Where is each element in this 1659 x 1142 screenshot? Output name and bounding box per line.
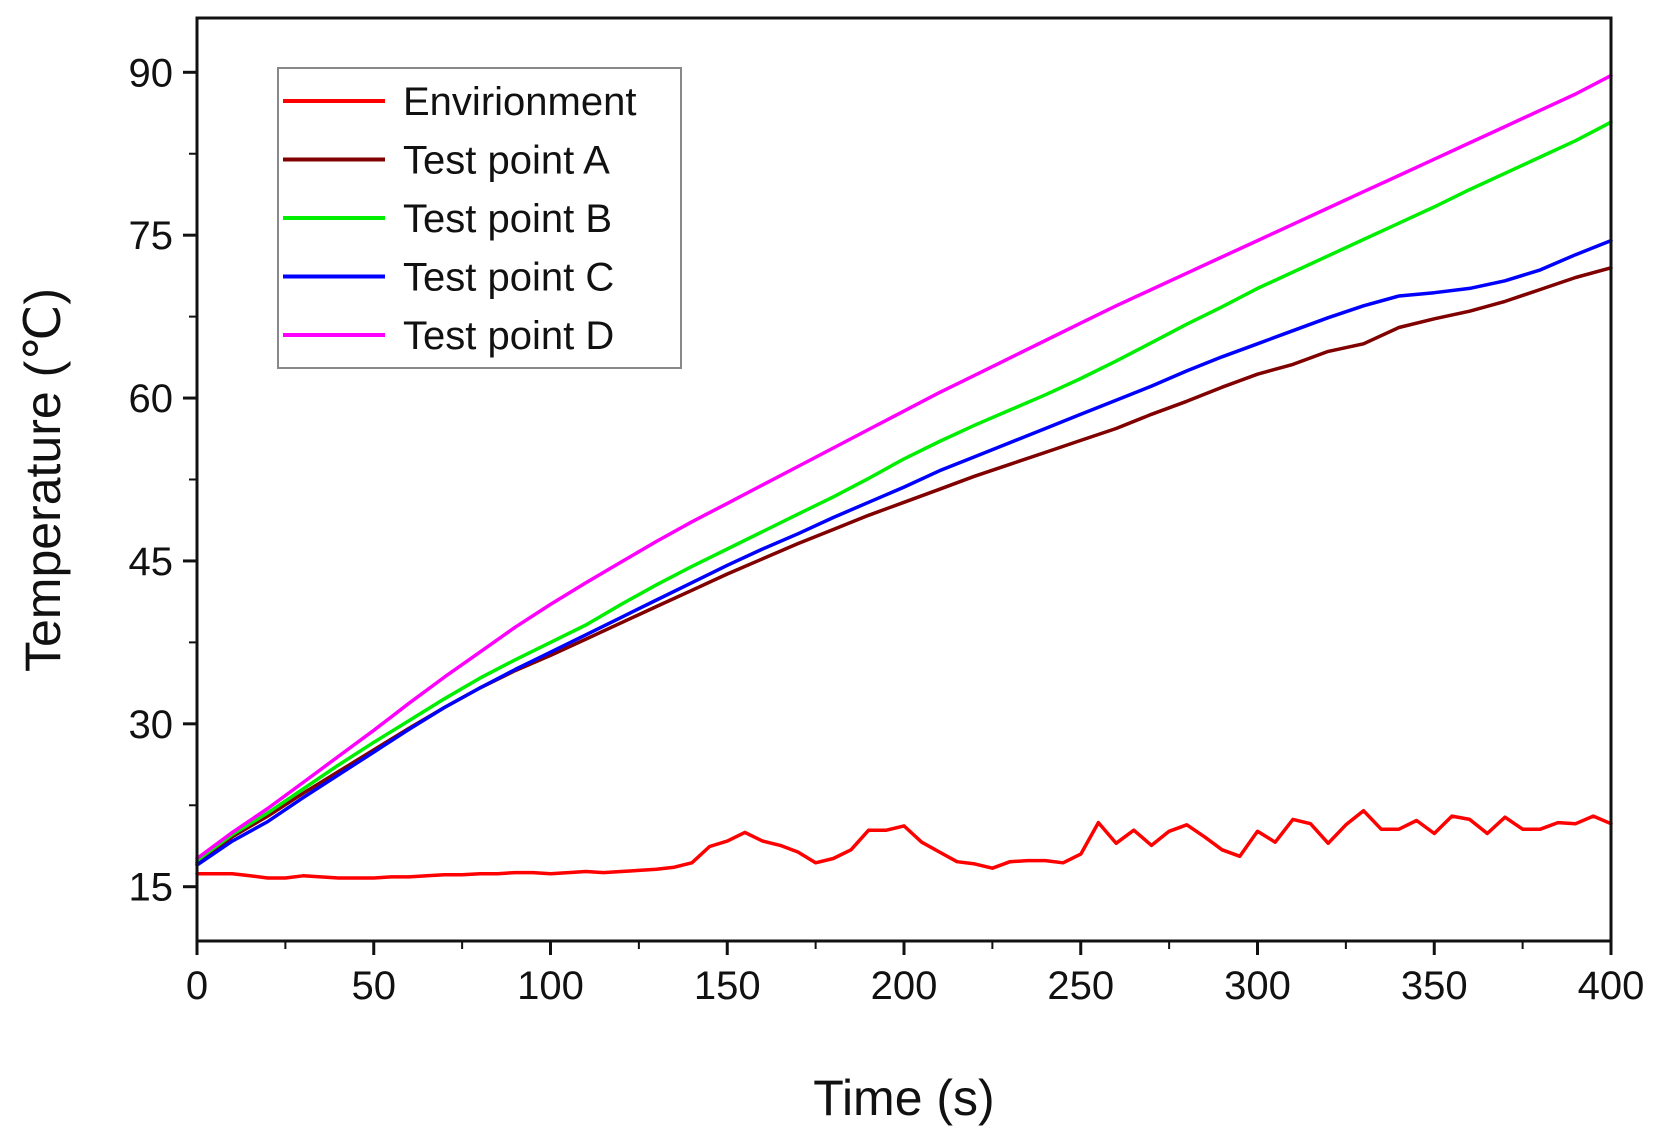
x-tick-label: 300 xyxy=(1224,964,1291,1008)
legend-label: Test point B xyxy=(403,197,612,241)
x-tick-label: 50 xyxy=(352,964,397,1008)
legend-label: Test point D xyxy=(403,314,614,358)
series-layer xyxy=(195,73,1613,880)
series-line-3 xyxy=(195,238,1613,867)
x-tick-label: 400 xyxy=(1578,964,1645,1008)
x-tick-label: 250 xyxy=(1047,964,1114,1008)
series-line-0 xyxy=(195,808,1613,880)
legend-label: Envirionment xyxy=(403,80,636,124)
x-tick-label: 200 xyxy=(871,964,938,1008)
y-axis-title: Temperature (℃) xyxy=(15,288,71,672)
x-tick-label: 150 xyxy=(694,964,761,1008)
y-tick-label: 90 xyxy=(129,51,174,95)
axis-layer: 0 50 100 150 200 250 300 350 400 15 30 45 60 75 90 xyxy=(129,51,1645,1008)
y-tick-label: 75 xyxy=(129,214,174,258)
series-line-2 xyxy=(195,120,1613,863)
x-axis-title: Time (s) xyxy=(813,1070,994,1126)
legend-label: Test point A xyxy=(403,139,610,183)
x-tick-label: 0 xyxy=(186,964,208,1008)
y-tick-label: 60 xyxy=(129,377,174,421)
x-tick-label: 350 xyxy=(1401,964,1468,1008)
legend: Envirionment Test point A Test point B Test… xyxy=(277,67,682,369)
y-tick-label: 30 xyxy=(129,703,174,747)
series-line-4 xyxy=(195,73,1613,861)
legend-label: Test point C xyxy=(403,256,614,300)
y-tick-label: 15 xyxy=(129,866,174,910)
x-tick-label: 100 xyxy=(517,964,584,1008)
y-tick-label: 45 xyxy=(129,540,174,584)
